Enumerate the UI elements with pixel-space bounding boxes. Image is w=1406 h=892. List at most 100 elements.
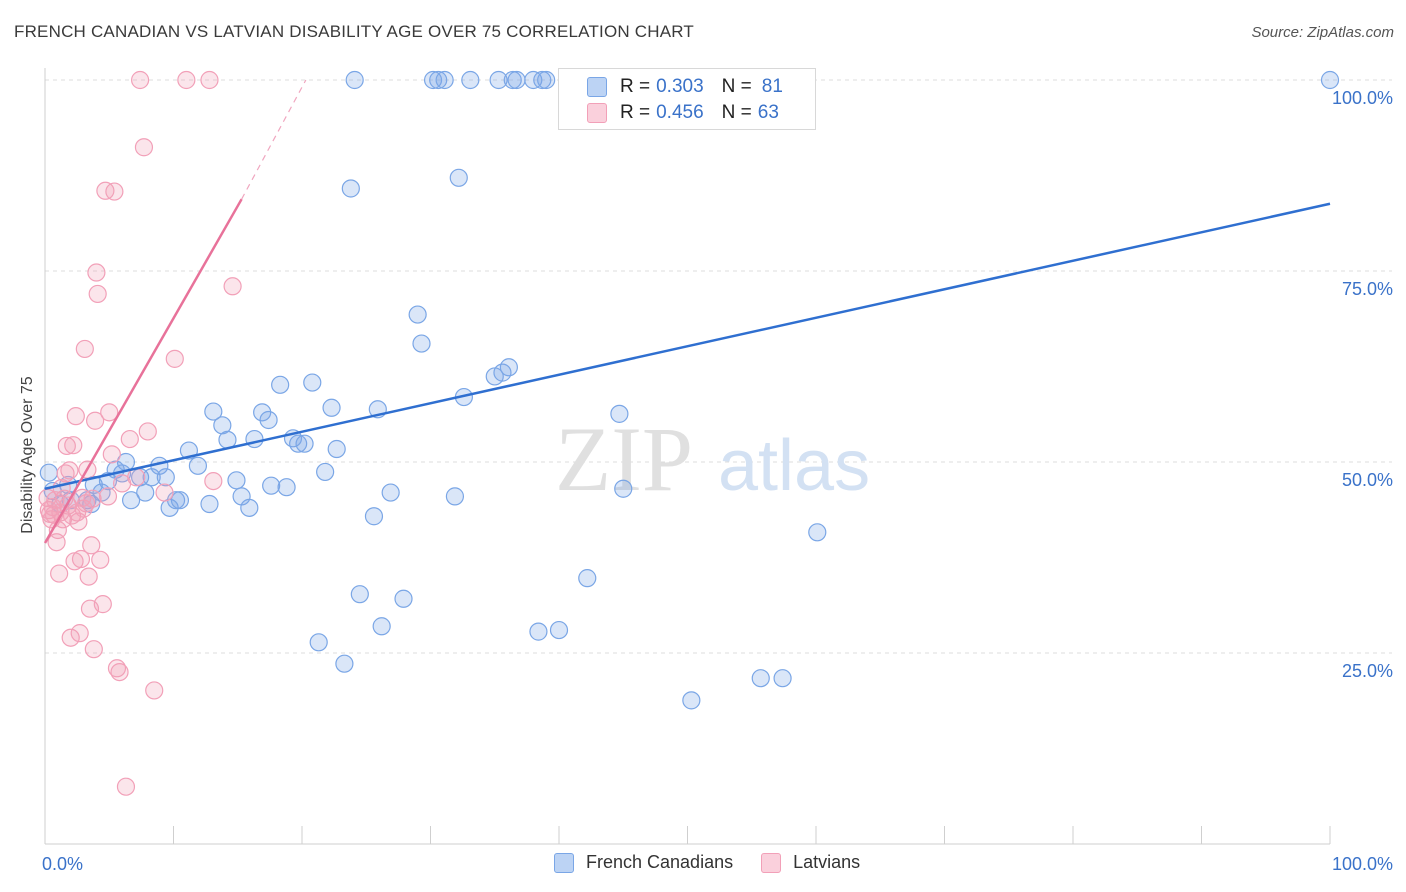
data-point [751, 669, 770, 688]
data-point [529, 622, 548, 641]
data-point [259, 410, 278, 430]
data-point [435, 70, 454, 90]
r-label: R = [620, 76, 651, 97]
data-point [61, 628, 80, 647]
chart-title: FRENCH CANADIAN VS LATVIAN DISABILITY AG… [14, 22, 695, 41]
data-point [39, 463, 58, 482]
data-point [489, 70, 508, 90]
data-point [327, 439, 346, 459]
data-point [1320, 70, 1340, 90]
data-point [156, 468, 175, 487]
data-point [130, 70, 150, 90]
data-point [102, 445, 121, 464]
data-point [533, 70, 552, 90]
stats-row-latvians: R = 0.456 N = 63 [587, 100, 779, 126]
data-point [84, 640, 103, 659]
legend-item-french-canadians[interactable]: French Canadians [554, 852, 733, 873]
watermark-atlas: atlas [718, 426, 870, 506]
data-point [98, 487, 118, 506]
data-point [121, 491, 141, 510]
data-point [537, 70, 556, 90]
data-point [70, 624, 89, 643]
data-point [60, 461, 79, 480]
data-point [364, 507, 384, 526]
y-tick-label: 25.0% [1342, 661, 1393, 681]
data-point [83, 489, 102, 508]
data-point [91, 550, 110, 569]
n-value: 81 [761, 76, 783, 97]
data-point [82, 536, 101, 555]
axes [44, 68, 1331, 845]
data-point [105, 182, 124, 201]
data-point [322, 398, 341, 417]
data-point [341, 179, 360, 198]
watermark: ZIP atlas [555, 408, 870, 510]
data-point [614, 479, 633, 498]
y-tick-label: 75.0% [1342, 279, 1393, 299]
stats-swatch-french-canadians [587, 77, 607, 97]
data-point [71, 549, 91, 569]
legend-swatch-latvians [761, 852, 782, 873]
data-point [223, 277, 242, 296]
data-point [188, 456, 208, 475]
legend-swatch-french-canadians [554, 852, 574, 873]
data-point [381, 483, 400, 502]
data-point [227, 471, 246, 490]
legend-label: Latvians [793, 852, 861, 872]
watermark-zip: ZIP [555, 408, 693, 510]
series-latvians [38, 70, 242, 796]
data-point [610, 404, 629, 423]
data-point [86, 411, 105, 430]
data-point [507, 70, 526, 90]
legend-label: French Canadians [586, 852, 734, 872]
data-point [773, 669, 792, 688]
data-point [155, 483, 174, 502]
legend-item-latvians[interactable]: Latvians [761, 852, 860, 873]
data-point [200, 70, 219, 90]
trend-line [43, 198, 243, 544]
data-point [134, 138, 154, 157]
data-point [408, 305, 427, 324]
n-label: N = [721, 76, 752, 97]
x-tick-label: 100.0% [1332, 854, 1393, 874]
data-point [100, 403, 119, 422]
data-point [682, 691, 701, 710]
data-point [316, 462, 335, 482]
data-point [808, 523, 827, 542]
data-point [449, 168, 468, 187]
data-point [412, 334, 431, 353]
n-value: 63 [757, 102, 779, 123]
data-point [64, 436, 83, 455]
data-point [177, 70, 196, 90]
data-point [429, 70, 448, 90]
trend-line [44, 202, 1331, 490]
data-point [271, 375, 290, 394]
tick-labels: 25.0% 50.0% 75.0% 100.0% 0.0% 100.0% [42, 88, 1393, 874]
data-point [578, 569, 597, 588]
data-point [204, 472, 223, 491]
data-point [165, 349, 184, 368]
data-point [116, 777, 136, 796]
data-point [87, 263, 106, 282]
data-point [75, 339, 94, 359]
stats-legend: R = 0.303 N = 81 R = 0.456 N = 63 [558, 68, 816, 130]
data-point [110, 662, 129, 682]
source-label: Source: ZipAtlas.com [1251, 24, 1394, 41]
trend-lines [43, 79, 1331, 544]
data-point [200, 494, 219, 514]
data-point [345, 70, 364, 90]
data-point [309, 633, 328, 652]
stats-row-french-canadians: R = 0.303 N = 81 [587, 74, 783, 100]
r-value: 0.303 [656, 76, 704, 97]
r-value: 0.456 [656, 102, 704, 123]
data-point [372, 617, 391, 636]
data-point [145, 681, 164, 700]
stats-swatch-latvians [587, 103, 607, 123]
bottom-legend: French Canadians Latvians [554, 852, 888, 873]
r-label: R = [620, 102, 651, 123]
data-point [335, 654, 354, 673]
data-point [57, 436, 76, 456]
series-french-canadians [39, 70, 1340, 710]
data-point [170, 491, 190, 510]
